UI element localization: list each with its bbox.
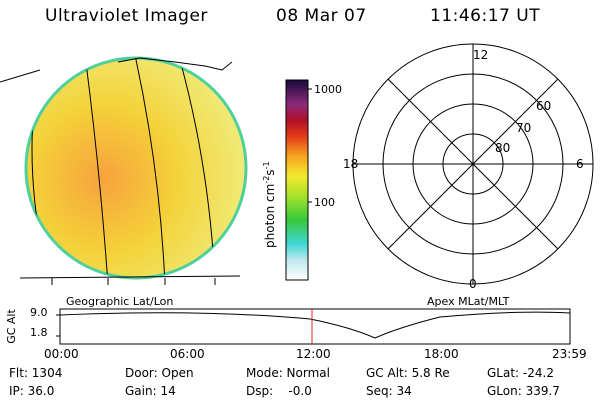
altitude-xtick-2359: 23:59 — [552, 347, 587, 361]
mlat-70-label: 70 — [516, 121, 531, 135]
altitude-ylabel: GC Alt — [4, 309, 18, 344]
coastline — [0, 57, 241, 285]
altitude-curve — [59, 311, 571, 339]
polar-grid: 12 18 6 0 60 70 80 — [343, 43, 594, 291]
glat-value: GLat: -24.2 — [487, 366, 554, 380]
mlt-12-label: 12 — [473, 48, 488, 62]
glon-value: GLon: 339.7 — [487, 384, 560, 398]
altitude-ytick-low: 1.8 — [30, 326, 48, 339]
altitude-ytick-high: 9.0 — [30, 306, 48, 319]
colorbar — [285, 79, 312, 281]
altitude-xtick-0000: 00:00 — [44, 347, 79, 361]
altitude-xtick-1800: 18:00 — [424, 347, 459, 361]
earth-disk — [24, 56, 248, 280]
flt-value: Flt: 1304 — [9, 366, 63, 380]
colorbar-unit-label: photon cm-2s-1 — [262, 161, 277, 248]
mlt-18-label: 18 — [343, 157, 358, 171]
mlt-0-label: 0 — [469, 277, 477, 291]
time-label: 11:46:17 UT — [430, 6, 541, 26]
altitude-xtick-1200: 12:00 — [296, 347, 331, 361]
mlat-80-label: 80 — [495, 141, 510, 155]
geographic-caption: Geographic Lat/Lon — [66, 295, 174, 308]
mlt-6-label: 6 — [576, 157, 584, 171]
uv-image-panel — [0, 56, 248, 285]
apex-caption: Apex MLat/MLT — [427, 295, 510, 308]
mode-value: Mode: Normal — [246, 366, 330, 380]
gc-alt-value: GC Alt: 5.8 Re — [366, 366, 450, 380]
colorbar-tick-100: 100 — [314, 196, 335, 209]
door-status: Door: Open — [125, 366, 194, 380]
seq-value: Seq: 34 — [366, 384, 412, 398]
ip-value: IP: 36.0 — [9, 384, 55, 398]
gain-value: Gain: 14 — [125, 384, 176, 398]
instrument-title: Ultraviolet Imager — [45, 6, 208, 26]
date-label: 08 Mar 07 — [276, 6, 367, 26]
altitude-plot — [56, 308, 571, 345]
mlat-60-label: 60 — [536, 99, 551, 113]
colorbar-tick-1000: 1000 — [314, 83, 342, 96]
dsp-value: Dsp: -0.0 — [246, 384, 312, 398]
altitude-xtick-0600: 06:00 — [170, 347, 205, 361]
